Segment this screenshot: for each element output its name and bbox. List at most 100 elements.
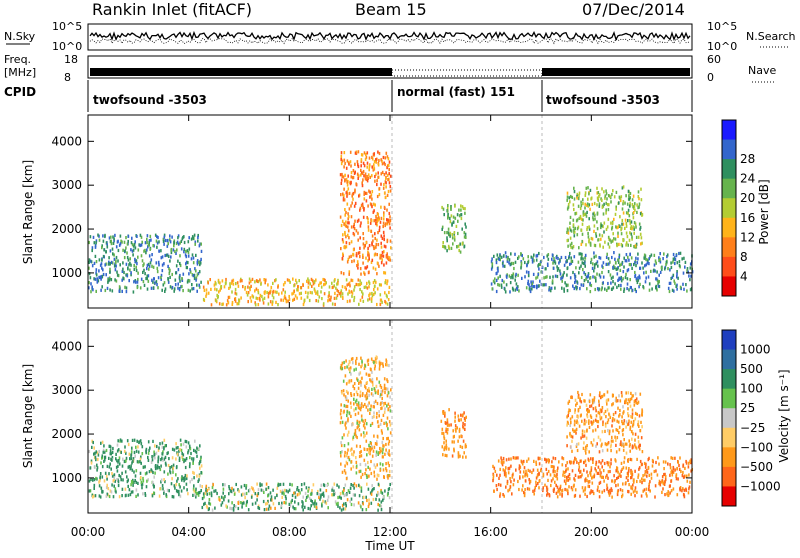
velocity-cell [610,487,613,491]
power-cell [609,273,612,277]
power-cell [158,263,160,267]
power-cell [293,297,296,301]
velocity-cell [355,444,358,448]
velocity-cell [656,473,659,477]
power-cell [387,178,389,182]
power-cell [228,295,231,299]
velocity-cell [443,437,446,441]
velocity-cell [365,468,367,472]
colorbar-tick: 8 [740,250,748,264]
power-cell [155,239,158,243]
power-cell [380,158,382,162]
power-cell [146,248,148,252]
power-cell [108,278,111,282]
velocity-cell [458,429,461,433]
power-cell [599,256,602,260]
velocity-cell [527,457,530,461]
power-cell [157,235,159,240]
velocity-cell [128,464,131,469]
velocity-cell [185,457,188,461]
power-cell [503,280,505,284]
velocity-cell [631,394,634,398]
velocity-cell [159,487,161,491]
power-cell [378,187,381,191]
velocity-cell [355,361,357,366]
power-cell [670,276,672,281]
velocity-cell [312,502,314,506]
power-cell [610,276,613,280]
power-cell [606,203,609,207]
velocity-cell [168,489,170,493]
power-cell [634,244,637,248]
colorbar-segment [722,217,736,238]
power-cell [321,297,323,301]
velocity-cell [509,477,511,481]
velocity-cell [379,468,382,472]
power-cell [130,263,132,267]
colorbar-segment [722,486,736,507]
velocity-cell [189,456,191,460]
velocity-cell [231,501,233,505]
power-cell [382,230,385,234]
power-cell [135,259,138,263]
power-cell [173,240,175,244]
velocity-cell [591,489,594,494]
power-cell [388,177,390,181]
velocity-cell [139,457,142,461]
velocity-cell [351,357,354,361]
velocity-cell [319,488,322,492]
velocity-cell [369,408,372,412]
velocity-cell [599,480,602,484]
velocity-cell [358,454,361,459]
velocity-cell [450,423,452,427]
colorbar-tick: 1000 [740,343,771,357]
velocity-cell [88,489,91,493]
velocity-cell [100,461,102,465]
power-cell [603,221,606,225]
velocity-cell [357,401,360,405]
power-cell [141,240,143,244]
velocity-cell [172,495,175,499]
velocity-cell [291,498,293,502]
power-cell [360,158,363,162]
power-cell [579,206,582,211]
power-cell [89,259,92,263]
velocity-cell [305,486,308,490]
velocity-cell [364,394,366,398]
velocity-cell [304,491,307,495]
power-cell [156,283,158,287]
power-cell [357,238,359,242]
x-tick-label: 00:00 [675,525,710,539]
velocity-cell [524,474,526,478]
velocity-cell [356,419,359,423]
power-cell [658,273,660,277]
power-cell [262,298,264,302]
velocity-cell [191,457,193,461]
velocity-cell [499,494,501,498]
power-cell [353,288,355,292]
power-cell [495,289,498,294]
velocity-cell [446,431,449,435]
power-cell [354,219,356,223]
power-cell [624,275,627,280]
power-cell [362,261,364,265]
velocity-cell [383,383,386,387]
velocity-cell [109,444,111,448]
velocity-cell [381,389,384,393]
power-cell [629,226,632,230]
velocity-cell [220,503,223,507]
power-cell [573,273,576,277]
power-cell [221,279,224,283]
velocity-cbar-label: Velocity [m s⁻¹] [777,369,791,462]
power-cell [588,238,590,242]
velocity-cell [343,454,346,458]
velocity-cell [623,410,625,414]
velocity-cell [196,474,198,478]
velocity-cell [564,487,566,492]
power-cell [583,261,585,266]
velocity-cell [142,479,145,483]
velocity-cell [571,439,573,443]
velocity-cell [589,473,592,477]
velocity-cell [349,366,352,370]
power-cell [133,280,135,284]
